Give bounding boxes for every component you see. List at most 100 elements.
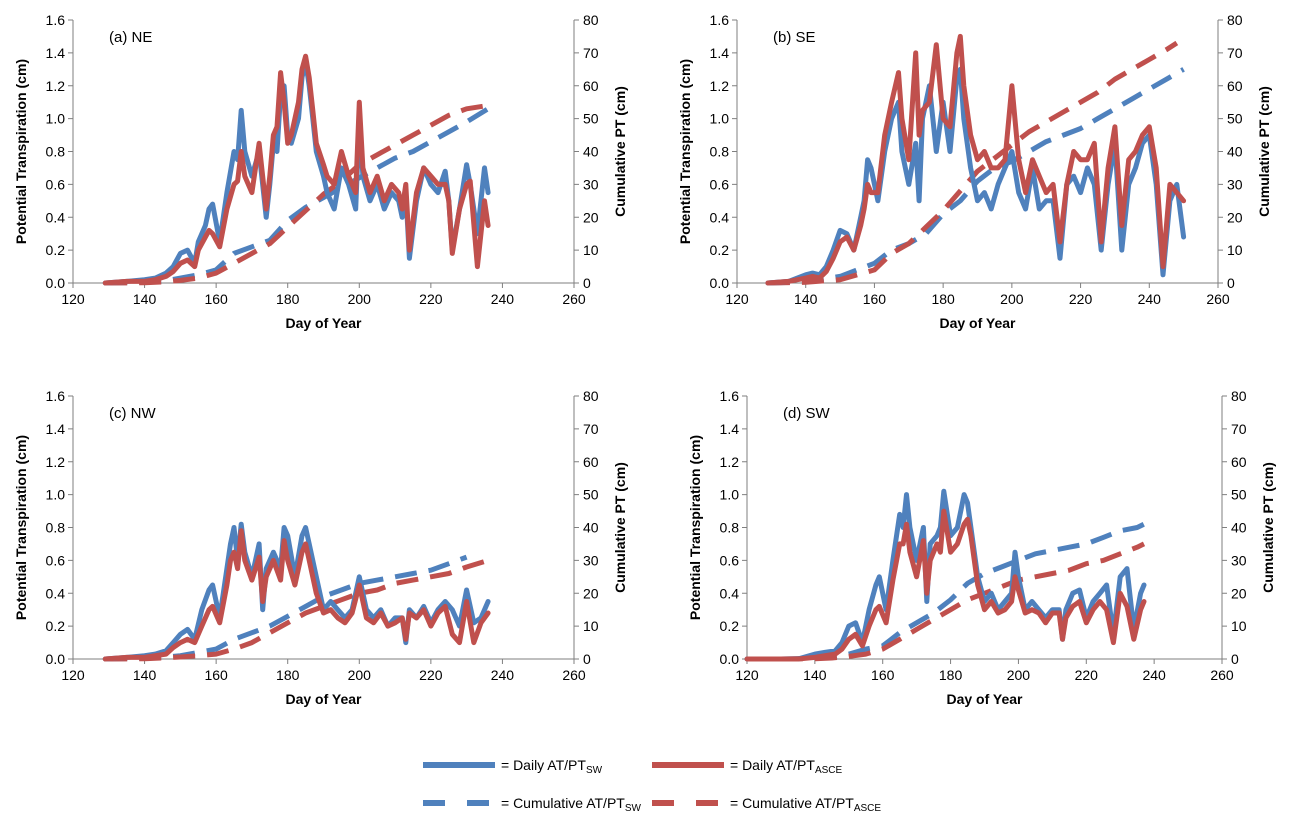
x-tick-label: 200 [1000,291,1024,307]
x-tick-label: 180 [939,667,963,683]
x-tick-label: 220 [419,667,443,683]
x-tick-label: 160 [863,291,887,307]
x-tick-label: 220 [1075,667,1099,683]
y-tick-label: 1.6 [710,12,730,28]
y2-tick-label: 0 [1227,275,1235,291]
y2-tick-label: 80 [1227,12,1243,28]
y-tick-label: 1.2 [46,78,66,94]
y-tick-label: 1.0 [720,487,740,503]
y2-tick-label: 0 [1231,651,1239,667]
y-tick-label: 1.4 [46,45,66,61]
y2-tick-label: 10 [1231,618,1247,634]
y2-tick-label: 30 [583,552,599,568]
y-axis-label: Potential Transpiration (cm) [687,435,703,620]
x-tick-label: 260 [562,667,586,683]
x-tick-label: 200 [1007,667,1031,683]
x-tick-label: 140 [133,291,157,307]
series-line-daily-asce [102,53,491,286]
x-tick-label: 140 [133,667,157,683]
series-line-daily-sw [102,521,491,662]
y2-tick-label: 70 [583,421,599,437]
x-tick-label: 240 [491,291,515,307]
x-tick-label: 160 [871,667,895,683]
y-tick-label: 0.0 [710,275,730,291]
y-tick-label: 0.8 [46,520,66,536]
x-tick-label: 200 [348,667,372,683]
y2-axis-label: Cumulative PT (cm) [1260,462,1276,593]
y-axis-label: Potential Transpiration (cm) [13,435,29,620]
series-line-daily-sw [744,488,1147,662]
y-axis-label: Potential Transpiration (cm) [677,59,693,244]
y-tick-label: 1.6 [720,388,740,404]
series-line-daily-asce [765,33,1187,286]
y2-tick-label: 70 [1231,421,1247,437]
x-axis-label: Day of Year [285,691,362,707]
y-tick-label: 1.4 [46,421,66,437]
series-line-daily-sw [102,58,491,286]
x-axis-label: Day of Year [946,691,1023,707]
y-tick-label: 0.2 [46,618,66,634]
x-tick-label: 180 [931,291,955,307]
y-tick-label: 0.8 [46,144,66,160]
y2-tick-label: 30 [1231,552,1247,568]
y-tick-label: 1.4 [720,421,740,437]
y-tick-label: 0.6 [46,552,66,568]
y-tick-label: 0.4 [720,585,740,601]
y2-axis-label: Cumulative PT (cm) [612,462,628,593]
x-tick-label: 120 [61,291,85,307]
y-tick-label: 0.0 [46,275,66,291]
chart-panel-1: 120 140 160 180 200 220 240 2600.00.20.40.60.81… [13,12,628,331]
y-tick-label: 0.0 [720,651,740,667]
y-tick-label: 0.2 [46,242,66,258]
y2-tick-label: 80 [583,12,599,28]
y2-tick-label: 60 [583,78,599,94]
y-tick-label: 0.2 [720,618,740,634]
x-tick-label: 120 [61,667,85,683]
y2-tick-label: 80 [1231,388,1247,404]
y2-axis-label: Cumulative PT (cm) [1256,86,1272,217]
y2-tick-label: 60 [1231,454,1247,470]
y-tick-label: 0.8 [710,144,730,160]
y2-tick-label: 0 [583,275,591,291]
y2-tick-label: 60 [583,454,599,470]
y-tick-label: 0.2 [710,242,730,258]
x-tick-label: 220 [419,291,443,307]
y-tick-label: 1.2 [710,78,730,94]
series-line-cum-asce [780,541,1146,662]
y-tick-label: 1.6 [46,12,66,28]
legend-label-daily-sw: = Daily AT/PTSW [501,757,603,776]
chart-panel-2: 120 140 160 180 200 220 240 2600.00.20.40.60.81… [677,12,1272,331]
y-axis-label: Potential Transpiration (cm) [13,59,29,244]
y2-tick-label: 10 [583,618,599,634]
y2-tick-label: 20 [1231,585,1247,601]
y2-tick-label: 50 [583,487,599,503]
y2-tick-label: 20 [583,209,599,225]
y-tick-label: 1.6 [46,388,66,404]
panel-title: (b) SE [773,29,816,46]
series-line-cum-sw [105,554,468,662]
y-tick-label: 1.4 [710,45,730,61]
x-tick-label: 120 [735,667,759,683]
series-line-daily-asce [744,508,1147,662]
y2-tick-label: 80 [583,388,599,404]
x-tick-label: 120 [725,291,749,307]
y2-tick-label: 40 [1227,144,1243,160]
x-tick-label: 260 [1210,667,1234,683]
y2-tick-label: 10 [583,242,599,258]
series-line-cum-asce [105,558,489,662]
y2-tick-label: 20 [1227,209,1243,225]
y2-tick-label: 50 [1231,487,1247,503]
x-axis-label: Day of Year [285,315,362,331]
x-tick-label: 240 [1142,667,1166,683]
legend-label-cum-sw: = Cumulative AT/PTSW [501,795,642,814]
x-tick-label: 180 [276,291,300,307]
x-tick-label: 160 [204,291,228,307]
x-tick-label: 260 [1206,291,1230,307]
series-line-cum-asce [105,103,489,286]
y2-tick-label: 30 [1227,176,1243,192]
y2-tick-label: 0 [583,651,591,667]
y-tick-label: 1.0 [710,111,730,127]
y2-tick-label: 40 [583,144,599,160]
x-tick-label: 200 [348,291,372,307]
